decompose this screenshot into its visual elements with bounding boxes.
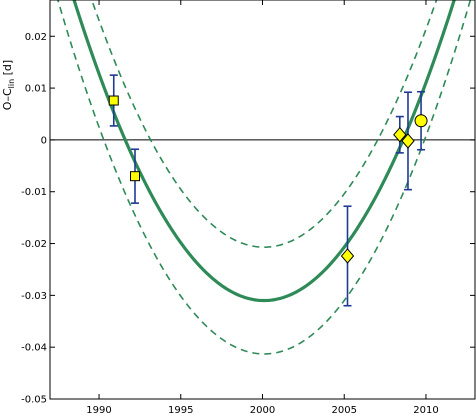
y-tick-label: -0.01 — [21, 187, 47, 198]
x-tick-label: 1995 — [168, 405, 193, 415]
data-point-square — [108, 74, 119, 127]
data-point-diamond — [401, 91, 415, 191]
square-marker — [130, 171, 140, 182]
y-axis-label: O–Clin [d] — [1, 60, 16, 110]
y-tick-label: -0.03 — [21, 291, 47, 302]
y-axis-label-main: O–C — [1, 88, 14, 110]
plot-area — [50, 0, 475, 355]
y-axis-ticks: -0.05 -0.04 -0.03 -0.02 -0.01 0 0.01 0.02 — [21, 32, 475, 406]
y-tick-label: -0.04 — [21, 343, 47, 354]
data-point-diamond — [393, 115, 407, 154]
diamond-marker — [393, 126, 407, 143]
y-tick-label: -0.05 — [21, 395, 47, 406]
y-tick-label: 0.01 — [25, 84, 47, 95]
data-point-circle — [414, 90, 428, 151]
x-tick-label: 2010 — [413, 405, 438, 415]
x-tick-label: 2005 — [332, 405, 357, 415]
confidence-band-upper — [90, 0, 438, 248]
data-point-square — [130, 148, 140, 204]
y-axis-label-subscript: lin — [7, 79, 16, 89]
quadratic-fit-curve — [72, 0, 456, 303]
confidence-band-lower — [57, 0, 472, 355]
y-axis-label-unit: [d] — [1, 60, 14, 79]
y-tick-label: 0.02 — [25, 32, 47, 43]
y-tick-label: -0.02 — [21, 239, 47, 250]
data-points — [108, 74, 428, 307]
y-tick-label: 0 — [41, 135, 47, 146]
x-tick-label: 1990 — [86, 405, 111, 415]
diamond-marker — [401, 133, 415, 149]
circle-marker — [414, 114, 428, 128]
x-axis-ticks: 1990 1995 2000 2005 2010 — [86, 0, 439, 415]
square-marker — [108, 95, 119, 106]
data-point-diamond — [340, 205, 355, 307]
diamond-marker — [340, 248, 355, 264]
x-tick-label: 2000 — [250, 405, 275, 415]
